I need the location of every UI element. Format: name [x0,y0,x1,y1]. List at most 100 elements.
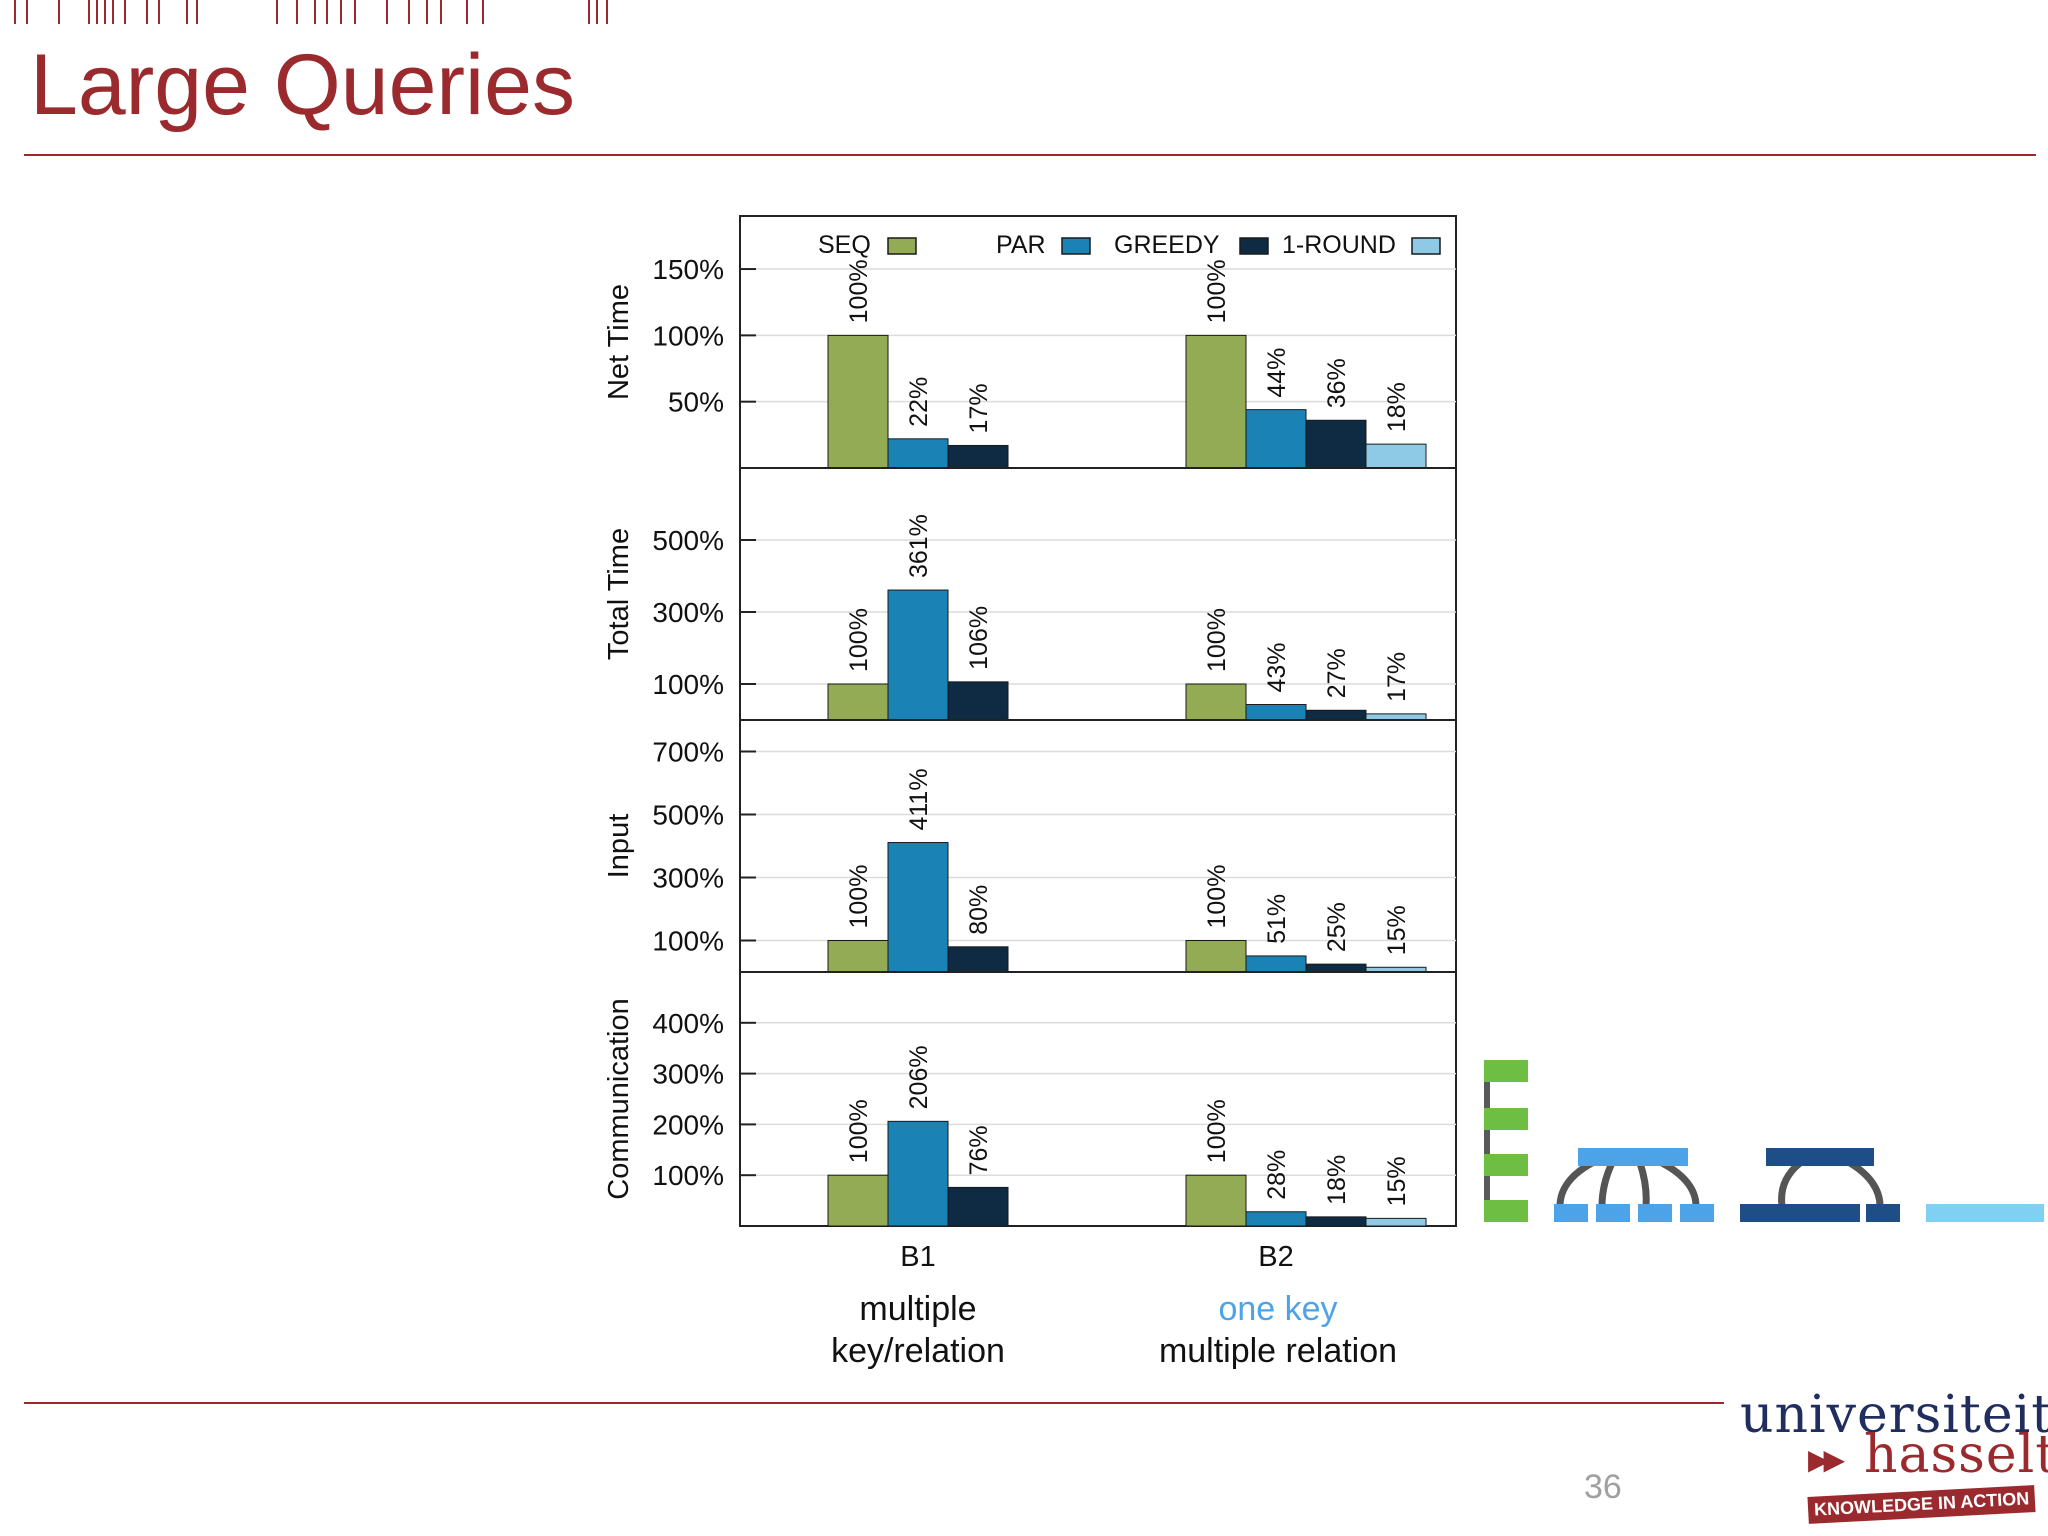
data-label: 27% [1323,648,1351,698]
data-label: 36% [1323,358,1351,408]
legend-swatch [1239,237,1269,255]
data-label: 100% [845,608,873,672]
bar [1305,419,1367,469]
legend-label: PAR [996,231,1046,259]
bar [1185,940,1247,973]
bar [827,940,889,973]
data-label: 17% [1383,652,1411,702]
data-label: 44% [1263,348,1291,398]
caption-b2-line1: one key [1218,1290,1338,1328]
data-label: 43% [1263,642,1291,692]
data-label: 100% [845,865,873,929]
decoration-bar [426,0,428,24]
decoration-bar [340,0,342,24]
title-divider [24,154,2036,156]
data-label: 361% [905,514,933,578]
bar [887,1120,949,1227]
legend-swatch [1061,237,1091,255]
data-label: 100% [1203,865,1231,929]
y-tick-label: 50% [668,387,724,418]
data-label: 15% [1383,905,1411,955]
decoration-bar [588,0,590,24]
data-label: 100% [1203,259,1231,323]
legend-swatch [887,237,917,255]
logo-line1: universiteit [1740,1385,2048,1445]
data-label: 25% [1323,902,1351,952]
decoration-bar [314,0,316,24]
decoration-bar [596,0,598,24]
logo-tagline: KNOWLEDGE IN ACTION [1807,1485,2036,1524]
bar [1365,1217,1427,1227]
bar [947,946,1009,973]
decoration-bar [482,0,484,24]
bar [947,1186,1009,1227]
y-tick-label: 500% [652,800,724,831]
y-tick-label: 100% [652,1160,724,1191]
logo-arrows-icon: ▶▶ [1808,1444,1845,1475]
y-axis-label: Communication [603,998,635,1199]
bar [1185,334,1247,469]
y-tick-label: 100% [652,320,724,351]
data-label: 100% [1203,608,1231,672]
bar [827,1174,889,1227]
decoration-bar [104,0,106,24]
decoration-bar [354,0,356,24]
data-label: 28% [1263,1150,1291,1200]
decoration-bar [440,0,442,24]
decoration-bar [58,0,60,24]
data-label: 411% [905,768,933,830]
bar [1185,1174,1247,1227]
y-tick-label: 300% [652,1059,724,1090]
y-tick-label: 100% [652,926,724,957]
star-query-icon [1554,1148,1714,1222]
y-axis-label: Total Time [603,528,635,660]
data-label: 206% [905,1045,933,1109]
y-tick-label: 300% [652,863,724,894]
decoration-bar [14,0,16,24]
y-tick-label: 100% [652,669,724,700]
decoration-bar [196,0,198,24]
data-label: 15% [1383,1156,1411,1206]
legend-swatch [1411,237,1441,255]
caption-b2-line2: multiple relation [1158,1332,1398,1370]
x-category-label: B1 [900,1241,935,1273]
data-label: 106% [965,606,993,670]
tree-query-icon [1740,1148,1900,1222]
data-label: 100% [845,1099,873,1163]
bar [887,842,949,973]
y-axis-label: Net Time [603,284,635,400]
data-label: 18% [1383,382,1411,432]
y-tick-label: 200% [652,1109,724,1140]
data-label: 80% [965,885,993,935]
decoration-bar [146,0,148,24]
decoration-bar [112,0,114,24]
data-label: 18% [1323,1155,1351,1205]
single-relation-icon [1926,1204,2044,1222]
decoration-bar [26,0,28,24]
decoration-bar [296,0,298,24]
y-tick-label: 150% [652,254,724,285]
data-label: 22% [905,377,933,427]
decoration-bar [326,0,328,24]
caption-b1-line1: multiple [859,1290,977,1328]
decoration-bar [158,0,160,24]
data-label: 76% [965,1125,993,1175]
y-tick-label: 700% [652,737,724,768]
logo-line2: hasselt [1864,1425,2048,1485]
legend-label: SEQ [818,231,871,259]
page-number: 36 [1584,1468,1622,1506]
y-tick-label: 400% [652,1008,724,1039]
legend-label: 1-ROUND [1282,231,1396,259]
y-axis-label: Input [603,814,635,879]
data-label: 100% [1203,1099,1231,1163]
data-label: 17% [965,383,993,433]
decoration-bar [276,0,278,24]
y-tick-label: 500% [652,525,724,556]
bar [1245,409,1307,469]
caption-b1-line2: key/relation [831,1332,1005,1370]
decoration-bar [124,0,126,24]
y-tick-label: 300% [652,597,724,628]
footer-divider [24,1402,1724,1404]
university-logo: universiteit ▶▶ hasselt KNOWLEDGE IN ACT… [1740,1385,2048,1525]
